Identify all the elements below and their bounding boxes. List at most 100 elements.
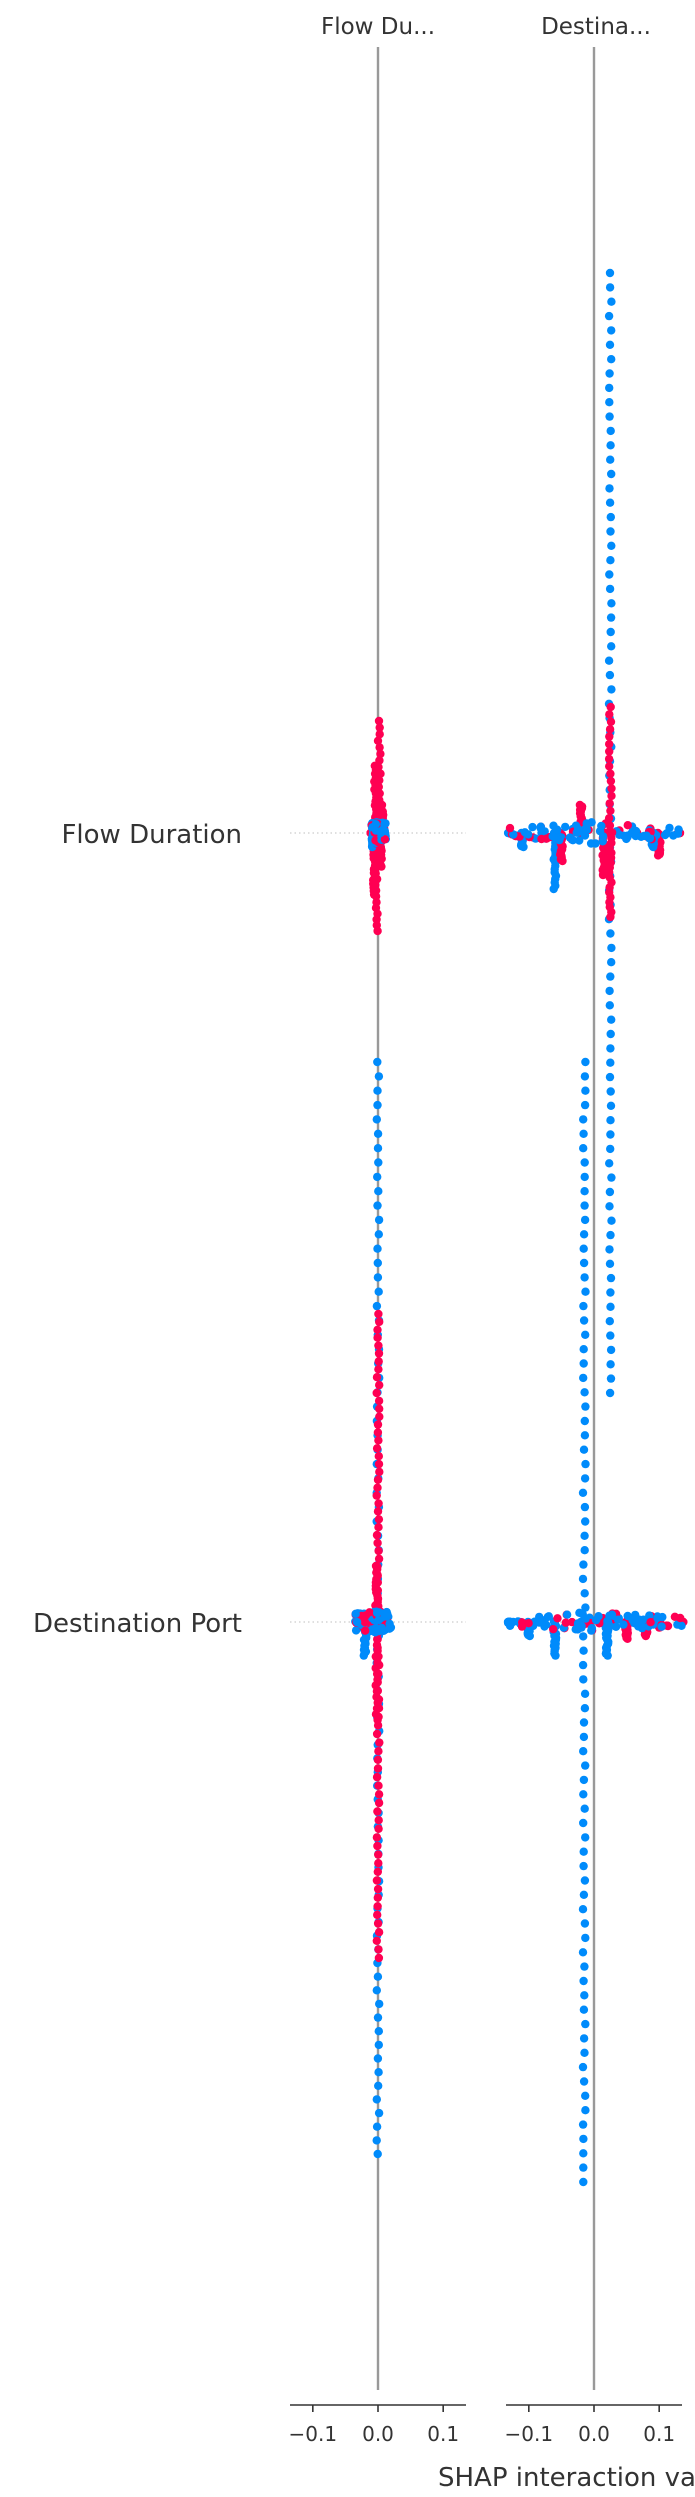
data-point: [579, 1359, 588, 1368]
data-point: [581, 1330, 590, 1340]
data-point: [580, 1158, 589, 1167]
data-point: [553, 1614, 562, 1623]
data-point: [606, 1058, 615, 1067]
x-tick-label: −0.1: [505, 2422, 554, 2446]
data-point: [606, 769, 615, 778]
data-point: [373, 1764, 383, 1773]
data-point: [579, 1732, 589, 1742]
data-point: [579, 1115, 588, 1124]
data-point: [607, 469, 616, 479]
data-point: [373, 1578, 382, 1587]
data-point: [581, 1603, 590, 1612]
data-point: [373, 1594, 382, 1603]
data-point: [375, 1660, 384, 1670]
data-point: [375, 1412, 384, 1421]
data-point: [519, 842, 528, 852]
data-point: [373, 1144, 383, 1153]
data-point: [605, 484, 614, 493]
data-point: [607, 326, 616, 335]
data-point: [581, 1459, 590, 1469]
data-point: [607, 297, 616, 306]
data-point: [375, 1317, 384, 1327]
data-point: [575, 1621, 584, 1630]
data-point: [580, 1531, 589, 1541]
x-tick-label: 0.1: [643, 2422, 675, 2446]
data-point: [555, 835, 564, 845]
data-point: [573, 824, 583, 834]
data-point: [374, 1695, 384, 1704]
data-point: [607, 355, 616, 364]
data-point: [373, 1244, 382, 1253]
data-point: [373, 1919, 383, 1928]
data-point: [605, 725, 615, 734]
data-point: [372, 1301, 382, 1311]
data-point: [606, 512, 615, 522]
data-point: [374, 1349, 384, 1358]
data-point: [604, 656, 614, 665]
data-point: [578, 1488, 588, 1498]
data-point: [580, 1689, 590, 1699]
data-point: [373, 1100, 382, 1110]
data-point: [535, 1612, 544, 1622]
data-point: [373, 1129, 383, 1139]
data-point: [374, 1712, 383, 1722]
data-point: [374, 1546, 383, 1556]
data-point: [579, 1890, 589, 1900]
data-point: [372, 1772, 382, 1782]
data-point: [373, 1258, 382, 1268]
data-point: [375, 1999, 384, 2009]
data-point: [374, 1554, 384, 1564]
data-point: [373, 1867, 382, 1877]
data-point: [578, 2120, 588, 2129]
data-point: [373, 1841, 382, 1851]
data-point: [677, 1621, 686, 1631]
x-axis-destination-port: −0.1 0.0 0.1: [505, 2404, 682, 2446]
data-point: [561, 1618, 570, 1627]
data-point: [580, 1804, 589, 1813]
data-point: [605, 283, 615, 292]
data-point: [373, 1721, 383, 1730]
data-point: [579, 1976, 588, 1986]
row-points-destination-port-1: [503, 1057, 688, 2187]
data-point: [579, 1818, 588, 1828]
data-point: [605, 1317, 614, 1326]
data-point: [581, 2091, 590, 2100]
data-point: [374, 1616, 383, 1625]
data-point: [374, 1499, 383, 1508]
panel-title-destination-port: Destina...: [541, 14, 651, 40]
data-point: [587, 1624, 597, 1633]
data-point: [551, 1651, 560, 1660]
data-point: [373, 1643, 382, 1653]
data-point: [374, 716, 384, 726]
data-point: [374, 2027, 383, 2036]
data-point: [525, 1631, 534, 1641]
data-point: [579, 1230, 589, 1239]
data-point: [583, 819, 592, 829]
data-point: [375, 743, 384, 752]
data-point: [606, 1116, 615, 1125]
data-point: [605, 570, 614, 579]
data-point: [607, 599, 616, 608]
data-point: [372, 1986, 381, 1995]
data-point: [581, 1517, 590, 1526]
data-point: [374, 1790, 384, 1799]
data-point: [606, 806, 615, 815]
data-point: [374, 1953, 384, 1963]
data-point: [607, 1216, 616, 1225]
data-point: [604, 754, 614, 764]
data-point: [371, 886, 381, 895]
data-point: [373, 1586, 382, 1595]
data-point: [606, 1302, 615, 1312]
data-point: [611, 1622, 621, 1632]
data-point: [606, 717, 616, 726]
data-point: [580, 1215, 590, 1225]
data-point: [605, 739, 614, 749]
data-point: [605, 498, 615, 507]
data-point: [373, 1678, 382, 1687]
data-point: [382, 1612, 391, 1621]
data-point: [653, 851, 663, 860]
data-point: [374, 1669, 383, 1678]
data-point: [520, 828, 530, 837]
data-point: [373, 2013, 383, 2022]
data-point: [374, 1781, 383, 1790]
